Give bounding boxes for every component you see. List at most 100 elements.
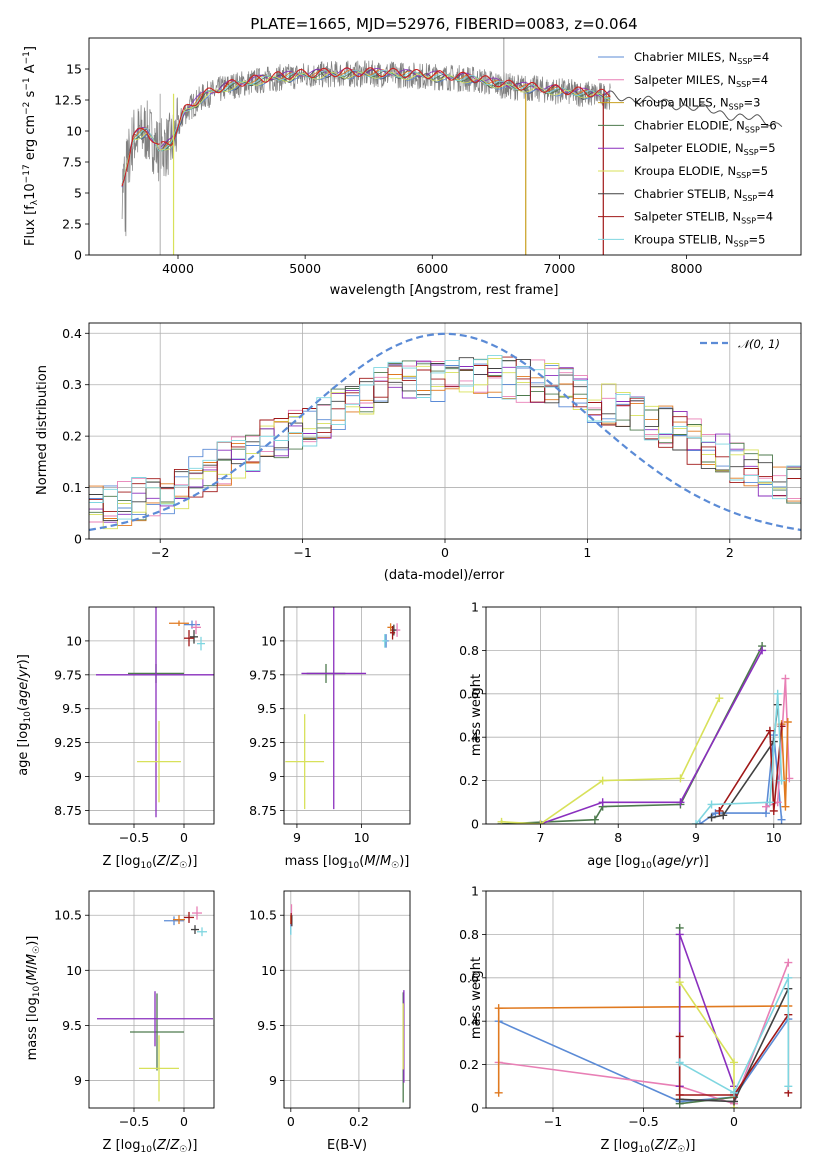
mass-weight-line	[780, 721, 789, 807]
residuals-frame	[88, 322, 802, 540]
x-tick-label: 10	[354, 830, 370, 845]
y-tick-label: 10.5	[54, 908, 82, 923]
legend-count: =6	[760, 118, 777, 132]
observed-spectrum-line	[121, 60, 611, 237]
y-tick-label: 0.3	[62, 377, 82, 392]
mass-vs-EBV-panel: 0 0.2 9 9.5 10 10.5	[249, 890, 411, 1129]
error-bar-point	[190, 630, 198, 644]
legend-label: Salpeter STELIB, NSSP=4	[634, 210, 773, 226]
mass-weight-marker	[707, 813, 716, 822]
legend-count: =3	[744, 96, 761, 110]
y-tick-label: 9	[269, 1073, 277, 1088]
agez-xlabel: Z [log10(Z/Z☉)]	[103, 854, 198, 871]
model-spectrum-line	[121, 70, 611, 184]
y-tick-label: 10	[261, 963, 277, 978]
y-tick-label: 8.75	[54, 803, 82, 818]
x-tick-label: −1	[544, 1114, 562, 1129]
massz-xlabel: Z [log10(Z/Z☉)]	[103, 1138, 198, 1155]
mass-weight-line	[679, 977, 790, 1094]
legend-subscript: SSP	[736, 80, 751, 89]
residuals-content	[89, 332, 801, 532]
legend-label: Salpeter ELODIE, NSSP=5	[634, 141, 776, 157]
error-bar-point	[130, 993, 184, 1071]
mass-weight-marker	[675, 1032, 684, 1041]
x-tick-label: 5000	[289, 261, 321, 276]
x-tick-label: 0.2	[349, 1114, 369, 1129]
legend-subscript: SSP	[729, 103, 744, 112]
y-tick-label: 9.75	[249, 667, 277, 682]
mass-weight-marker	[494, 1088, 503, 1097]
legend-label: Chabrier MILES, NSSP=4	[634, 50, 769, 66]
mass-vs-Z-panel: −0.5 0 9 9.5 10 10.5	[54, 890, 215, 1129]
y-tick-label: 1	[471, 884, 479, 899]
mass-weight-marker	[769, 806, 778, 815]
legend-subscript: SSP	[736, 171, 751, 180]
mass-weight-line	[678, 934, 735, 1087]
y-tick-label: 10	[66, 124, 82, 139]
x-tick-label: −2	[151, 545, 169, 560]
error-bar-point	[197, 927, 207, 937]
y-tick-label: 10.5	[249, 908, 277, 923]
error-bar-point	[137, 720, 181, 803]
y-tick-label: 0	[471, 817, 479, 832]
legend-label: Chabrier STELIB, NSSP=4	[634, 187, 774, 203]
legend-subscript: SSP	[744, 148, 759, 157]
y-tick-label: 2.5	[62, 217, 82, 232]
y-tick-label: 0	[74, 532, 82, 547]
error-bar-point	[173, 915, 185, 925]
error-bar-point	[164, 916, 184, 926]
legend-label: Kroupa ELODIE, NSSP=5	[634, 164, 768, 180]
legend-count: =4	[752, 50, 769, 64]
y-tick-label: 9.5	[62, 1018, 82, 1033]
mass-weight-marker	[715, 694, 724, 703]
error-bar-point	[139, 1035, 179, 1102]
y-tick-label: 0.8	[459, 927, 479, 942]
weight-vs-age-content	[497, 642, 794, 824]
mass-weight-line	[501, 697, 721, 824]
residual-histogram	[89, 369, 801, 526]
weight-vs-age-panel: 7 8 9 10 0 0.2 0.4 0.6 0.8 1	[459, 600, 802, 845]
error-bar-point	[184, 911, 194, 923]
mass-weight-marker	[781, 674, 790, 683]
mass-weight-marker	[777, 776, 786, 785]
y-tick-label: 10	[66, 963, 82, 978]
y-tick-label: 0.8	[459, 643, 479, 658]
mass-weight-marker	[765, 726, 774, 735]
mass-weight-marker	[781, 802, 790, 811]
normal-reference-curve	[89, 332, 801, 532]
mass-weight-marker	[784, 958, 793, 967]
massebv-xlabel: E(B-V)	[327, 1138, 367, 1153]
x-tick-label: 0	[180, 830, 188, 845]
y-tick-label: 0.4	[459, 730, 479, 745]
agez-ylabel: age [log10(age/yr)]	[16, 654, 33, 776]
mass-weight-marker	[598, 798, 607, 807]
legend-subscript: SSP	[742, 194, 757, 203]
y-tick-label: 9.5	[62, 701, 82, 716]
error-bar-point	[197, 636, 205, 651]
x-tick-label: 7000	[544, 261, 576, 276]
x-tick-label: 4000	[162, 261, 194, 276]
mass-weight-marker	[692, 820, 700, 824]
mass-weight-marker	[765, 798, 774, 807]
x-tick-label: −0.5	[119, 830, 149, 845]
error-bar-point	[389, 625, 396, 640]
y-tick-label: 0.4	[459, 1014, 479, 1029]
mass-weight-marker	[777, 815, 786, 824]
legend-count: =4	[751, 73, 768, 87]
y-tick-label: 0	[471, 1101, 479, 1116]
y-tick-label: 12.5	[54, 93, 82, 108]
x-tick-label: 7	[536, 830, 544, 845]
mass-weight-line	[540, 650, 763, 824]
y-tick-label: 0.2	[62, 429, 82, 444]
mass-weight-marker	[762, 802, 770, 811]
spectrum-title: PLATE=1665, MJD=52976, FIBERID=0083, z=0…	[250, 15, 637, 33]
spectrum-panel: 4000 5000 6000 7000 8000 0 2.5 5 7.5 10 12.5 15 Chab…	[54, 37, 802, 276]
age-vs-mass-panel: 9 10 8.75 9 9.25 9.5 9.75 10	[249, 606, 411, 845]
massz-ylabel: mass [log10(M/M☉)]	[25, 936, 42, 1061]
x-tick-label: 1	[583, 545, 591, 560]
x-tick-label: 10	[766, 830, 782, 845]
y-tick-label: 9.75	[54, 667, 82, 682]
x-tick-label: 0	[730, 1114, 738, 1129]
weight-vs-Z-frame	[485, 890, 802, 1109]
mass-weight-marker	[707, 800, 716, 809]
